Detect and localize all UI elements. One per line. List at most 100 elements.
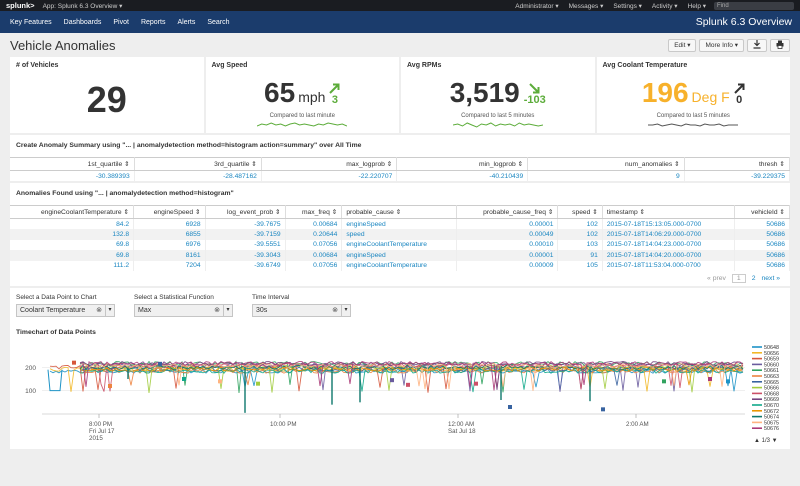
table-cell: 102	[557, 218, 603, 229]
x-tick-label: Fri Jul 17	[89, 428, 115, 435]
speed-panel-title: Avg Speed	[211, 62, 248, 69]
legend-label: 50674	[764, 415, 779, 421]
table-row: 69.8 8161 -39.3043 0.00684 engineSpeed 0…	[10, 250, 790, 261]
interval-value: 30s	[256, 307, 268, 314]
series-line	[47, 369, 63, 392]
table-cell: 0.20644	[285, 229, 343, 240]
table-row: -30.389393 -28.487162 -22.220707 -40.210…	[10, 170, 791, 181]
chevron-down-icon[interactable]: ▾	[106, 304, 115, 317]
data-point-marker	[158, 361, 162, 366]
chevron-down-icon[interactable]: ▾	[342, 304, 351, 317]
print-icon[interactable]	[770, 38, 790, 52]
x-tick-label: Sat Jul 18	[448, 428, 476, 435]
table-cell: 6928	[133, 218, 206, 229]
anomalies-header[interactable]: log_event_prob ⇕	[205, 205, 286, 219]
summary-table: 1st_quartile ⇕ 3rd_quartile ⇕ max_logpro…	[10, 157, 791, 181]
table-cell: -22.220707	[261, 170, 398, 181]
table-cell: 50686	[734, 260, 790, 271]
table-cell: -39.6749	[205, 260, 286, 271]
chevron-down-icon[interactable]: ▾	[224, 304, 233, 317]
legend-label: 50659	[764, 357, 779, 363]
summary-header[interactable]: 1st_quartile ⇕	[10, 157, 135, 171]
summary-header[interactable]: max_logprob ⇕	[261, 157, 398, 171]
legend-label: 50656	[764, 351, 779, 357]
vehicles-panel: # of Vehicles 29	[10, 57, 204, 133]
data-point-marker	[256, 381, 260, 386]
speed-delta: 3	[331, 94, 338, 106]
data-point-marker	[72, 360, 76, 365]
app-nav-bar: Key Features Dashboards Pivot Reports Al…	[0, 11, 800, 33]
table-cell: -40.210439	[396, 170, 529, 181]
timechart-panel: Select a Data Point to Chart Coolant Tem…	[10, 288, 790, 449]
activity-menu[interactable]: Activity ▾	[651, 2, 678, 10]
y-tick-label: 200	[25, 365, 36, 372]
pager-page-1[interactable]: 1	[731, 274, 746, 283]
settings-menu[interactable]: Settings ▾	[613, 2, 642, 10]
coolant-panel-title: Avg Coolant Temperature	[602, 62, 688, 69]
data-point-marker	[406, 382, 410, 387]
summary-header[interactable]: thresh ⇕	[684, 157, 791, 171]
summary-header[interactable]: min_logprob ⇕	[396, 157, 529, 171]
table-cell: 91	[557, 250, 603, 261]
anomalies-header[interactable]: speed ⇕	[557, 205, 603, 219]
anomalies-header[interactable]: max_freq ⇕	[285, 205, 343, 219]
page-title: Vehicle Anomalies	[10, 37, 116, 53]
pager-next[interactable]: next »	[761, 275, 780, 282]
nav-alerts[interactable]: Alerts	[177, 18, 196, 26]
splunk-logo[interactable]: splunk>	[6, 1, 35, 10]
legend-label: 50666	[764, 386, 779, 392]
interval-dropdown[interactable]: 30s ⊗ ▾	[252, 304, 356, 317]
clear-icon[interactable]: ⊗	[214, 307, 220, 314]
coolant-compare-text: Compared to last 5 minutes	[656, 113, 730, 119]
data-point-marker	[390, 378, 394, 383]
table-cell: 0.00009	[456, 260, 559, 271]
trend-flat-icon	[733, 83, 745, 94]
nav-search[interactable]: Search	[207, 18, 230, 26]
pager-page-2[interactable]: 2	[751, 275, 756, 282]
download-icon[interactable]	[747, 38, 767, 52]
speed-sparkline	[257, 122, 348, 127]
app-menu[interactable]: App: Splunk 6.3 Overview ▾	[42, 2, 123, 10]
table-cell: 50686	[734, 229, 790, 240]
data-point-value: Coolant Temperature	[20, 307, 86, 314]
table-cell: 105	[557, 260, 603, 271]
data-point-dropdown[interactable]: Coolant Temperature ⊗ ▾	[16, 304, 120, 317]
legend-label: 50660	[764, 362, 779, 368]
coolant-value: 196	[641, 77, 689, 108]
table-cell: -39.7159	[205, 229, 286, 240]
table-cell: 0.07056	[285, 260, 343, 271]
table-cell: 50686	[734, 250, 790, 261]
anomalies-header[interactable]: engineSpeed ⇕	[133, 205, 206, 219]
edit-button[interactable]: Edit ▾	[668, 38, 697, 52]
anomalies-header[interactable]: vehicleId ⇕	[734, 205, 790, 219]
clear-icon[interactable]: ⊗	[332, 307, 338, 314]
anomalies-header[interactable]: probable_cause ⇕	[341, 205, 458, 219]
more-info-button[interactable]: More Info ▾	[699, 38, 744, 52]
help-menu[interactable]: Help ▾	[687, 2, 706, 10]
administrator-menu[interactable]: Administrator ▾	[515, 2, 559, 10]
anomalies-header[interactable]: timestamp ⇕	[602, 205, 736, 219]
summary-header[interactable]: num_anomalies ⇕	[527, 157, 685, 171]
table-pager: « prev 1 2 next »	[10, 271, 790, 286]
nav-pivot[interactable]: Pivot	[113, 18, 129, 26]
pager-prev[interactable]: « prev	[707, 275, 726, 282]
stat-function-dropdown[interactable]: Max ⊗ ▾	[134, 304, 238, 317]
clear-icon[interactable]: ⊗	[96, 307, 102, 314]
anomalies-header[interactable]: engineCoolantTemperature ⇕	[10, 205, 135, 219]
find-input[interactable]: Find	[714, 1, 794, 10]
rpm-delta: -103	[523, 94, 546, 106]
nav-reports[interactable]: Reports	[140, 18, 166, 26]
table-cell: 0.07056	[285, 239, 343, 250]
summary-header[interactable]: 3rd_quartile ⇕	[134, 157, 262, 171]
table-cell: engineSpeed	[341, 250, 458, 261]
nav-dashboards[interactable]: Dashboards	[63, 18, 102, 26]
legend-label: 50668	[764, 391, 779, 397]
anomalies-header[interactable]: probable_cause_freq ⇕	[456, 205, 559, 219]
nav-key-features[interactable]: Key Features	[10, 18, 52, 26]
x-tick-label: 2015	[89, 435, 103, 442]
table-cell: 0.00684	[285, 250, 343, 261]
messages-menu[interactable]: Messages ▾	[568, 2, 604, 10]
legend-pager: ▲ 1/3 ▼	[754, 438, 778, 444]
series-line	[79, 368, 744, 386]
legend-label: 50676	[764, 426, 779, 432]
